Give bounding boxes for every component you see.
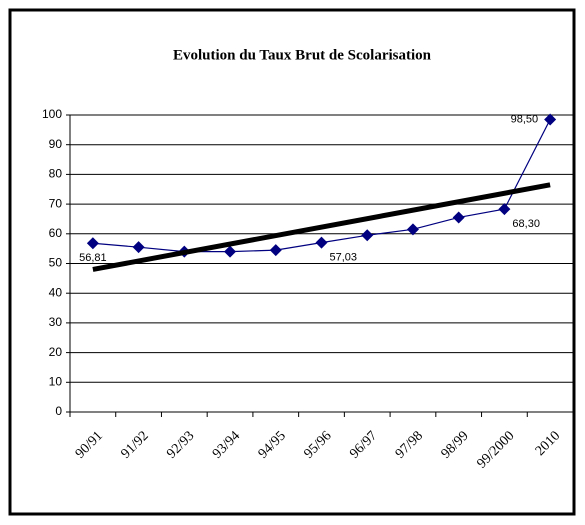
data-point	[86, 237, 99, 250]
trendline	[92, 182, 551, 272]
data-point	[361, 229, 374, 242]
data-point	[315, 236, 328, 249]
data-label: 57,03	[330, 252, 358, 264]
y-tick-label: 80	[49, 167, 63, 181]
data-point	[406, 223, 419, 236]
data-label: 68,30	[512, 218, 540, 230]
data-point	[498, 203, 511, 216]
y-tick-label: 70	[49, 196, 63, 210]
data-point	[224, 245, 237, 258]
data-label: 98,50	[511, 113, 539, 125]
data-label: 56,81	[79, 252, 107, 264]
chart-title: Evolution du Taux Brut de Scolarisation	[173, 47, 432, 63]
data-point	[132, 241, 145, 254]
y-tick-label: 90	[49, 137, 63, 151]
y-tick-label: 0	[55, 404, 62, 418]
y-tick-label: 100	[42, 107, 62, 121]
data-point	[269, 244, 282, 257]
y-tick-label: 30	[49, 315, 63, 329]
chart-frame	[8, 8, 576, 516]
y-tick-label: 20	[49, 345, 63, 359]
y-tick-label: 60	[49, 226, 63, 240]
y-tick-label: 10	[49, 374, 63, 388]
data-point	[544, 113, 557, 126]
y-tick-label: 50	[49, 256, 63, 270]
data-point	[452, 211, 465, 224]
y-tick-label: 40	[49, 285, 63, 299]
